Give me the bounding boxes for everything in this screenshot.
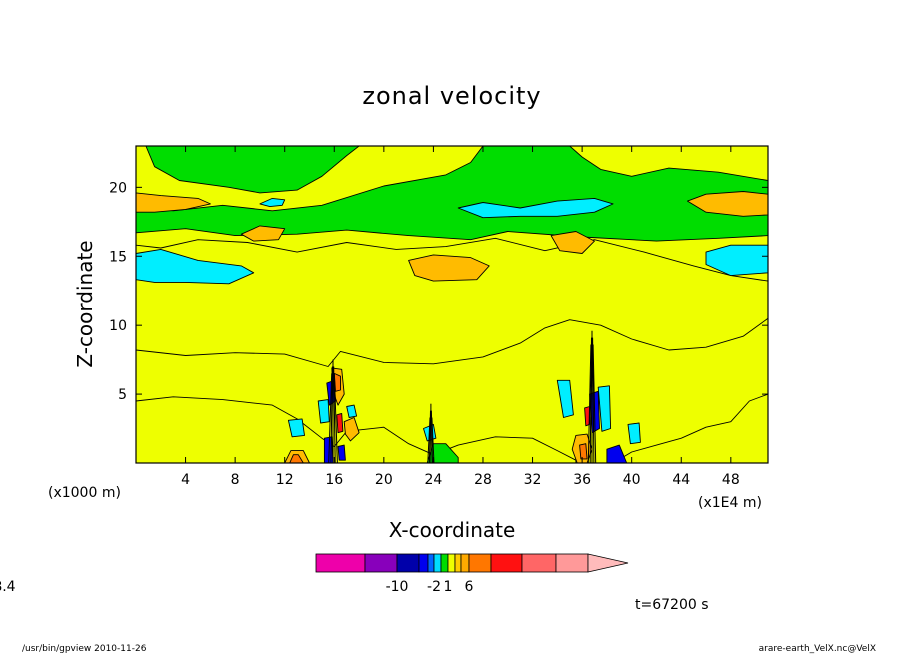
colorbar-box-6 bbox=[440, 553, 449, 573]
contour-region-cyan-9 bbox=[136, 248, 255, 285]
contour-region-cyan-25 bbox=[346, 404, 358, 418]
colorbar-box-5 bbox=[433, 553, 442, 573]
contour-region-cyan-28 bbox=[627, 422, 641, 445]
contour-spike-2 bbox=[587, 330, 597, 463]
colorbar-box-0 bbox=[315, 553, 366, 573]
contour-region-yellow-1 bbox=[136, 146, 484, 212]
colorbar-arrow bbox=[587, 553, 629, 573]
footer-left: /usr/bin/gpview 2010-11-26 bbox=[22, 644, 147, 654]
contour-region-yellow-2 bbox=[569, 146, 768, 181]
contour-region-orange-15 bbox=[550, 231, 595, 254]
colorbar-box-9 bbox=[460, 553, 470, 573]
contour-region-cyan-26 bbox=[556, 379, 574, 418]
y-tick-label-0: 5 bbox=[118, 387, 127, 403]
contour-region-cyan-7 bbox=[457, 197, 614, 219]
colorbar-box-10 bbox=[468, 553, 492, 573]
x-tick-label-7: 32 bbox=[524, 472, 542, 488]
contour-region-cyan-10 bbox=[705, 244, 768, 277]
colorbar-box-1 bbox=[364, 553, 398, 573]
y-tick-label-3: 20 bbox=[109, 180, 127, 196]
colorbar-box-3 bbox=[418, 553, 429, 573]
contour-region-orange-11 bbox=[136, 192, 211, 213]
x-tick-label-8: 36 bbox=[573, 472, 591, 488]
contour-region-cyan-24 bbox=[317, 399, 330, 424]
x-tick-label-4: 20 bbox=[375, 472, 393, 488]
y-axis-ticks: 5 10 15 20 bbox=[109, 180, 768, 403]
contour-spike-0 bbox=[328, 359, 338, 463]
chart-title: zonal velocity bbox=[362, 82, 541, 110]
contour-region-cyan-27 bbox=[597, 385, 612, 432]
x-tick-label-6: 28 bbox=[474, 472, 492, 488]
contour-region-red-35 bbox=[336, 412, 344, 434]
x-axis-ticks: 4 8 12 16 20 24 28 32 36 40 44 48 bbox=[181, 146, 740, 488]
colorbar-box-8 bbox=[454, 553, 462, 573]
contour-region-orange-13 bbox=[240, 225, 286, 242]
colorbar-tick-label-1: -2 bbox=[427, 579, 441, 595]
x-unit-right: (x1E4 m) bbox=[698, 495, 762, 511]
x-unit-left: (x1000 m) bbox=[48, 485, 121, 501]
x-tick-label-5: 24 bbox=[424, 472, 442, 488]
footer-right: arare-earth_VelX.nc@VelX bbox=[759, 644, 876, 654]
y-axis-label: Z-coordinate bbox=[73, 240, 97, 367]
colorbar-tick-label-3: 6 bbox=[465, 579, 474, 595]
colorbar-tick-labels: -10 -216 18.4 bbox=[0, 579, 474, 595]
x-tick-label-11: 48 bbox=[722, 472, 740, 488]
contour-region-orange-19 bbox=[343, 417, 360, 442]
y-tick-label-2: 15 bbox=[109, 249, 127, 265]
colorbar-box-12 bbox=[521, 553, 557, 573]
time-label: t=67200 s bbox=[635, 597, 709, 613]
colorbar-box-13 bbox=[555, 553, 589, 573]
x-tick-label-3: 16 bbox=[325, 472, 343, 488]
contour-region-yellow-3 bbox=[136, 237, 768, 367]
x-axis-label: X-coordinate bbox=[389, 518, 516, 542]
contour-region-orange-14 bbox=[408, 254, 490, 282]
plot-frame bbox=[135, 145, 769, 464]
contour-region-yellow-5 bbox=[612, 393, 768, 463]
contour-region-blue-33 bbox=[606, 444, 628, 463]
y-tick-label-1: 10 bbox=[109, 318, 127, 334]
x-tick-label-9: 40 bbox=[623, 472, 641, 488]
contour-region-blue-34 bbox=[337, 444, 346, 461]
colorbar-tick-label-0: -10 bbox=[386, 579, 409, 595]
contour-spike-1 bbox=[427, 403, 435, 463]
colorbar-box-11 bbox=[490, 553, 523, 573]
colorbar-box-2 bbox=[396, 553, 420, 573]
colorbar-tick-label-2: 1 bbox=[444, 579, 453, 595]
x-tick-label-0: 4 bbox=[181, 472, 190, 488]
contour-region-cyan-23 bbox=[287, 418, 305, 438]
colorbar bbox=[315, 553, 629, 573]
contour-region-darkorange-21 bbox=[289, 454, 304, 463]
colorbar-box-4 bbox=[427, 553, 435, 573]
x-tick-label-2: 12 bbox=[276, 472, 294, 488]
contour-spike-layer bbox=[328, 330, 597, 463]
x-tick-label-1: 8 bbox=[231, 472, 240, 488]
contour-fill-layer bbox=[136, 146, 768, 463]
colorbar-tick-label-4: 18.4 bbox=[0, 579, 16, 595]
contour-region-darkorange-22 bbox=[579, 443, 588, 460]
contour-region-orange-12 bbox=[687, 191, 768, 217]
contour-region-cyan-8 bbox=[259, 197, 286, 208]
colorbar-box-7 bbox=[447, 553, 456, 573]
x-tick-label-10: 44 bbox=[672, 472, 690, 488]
